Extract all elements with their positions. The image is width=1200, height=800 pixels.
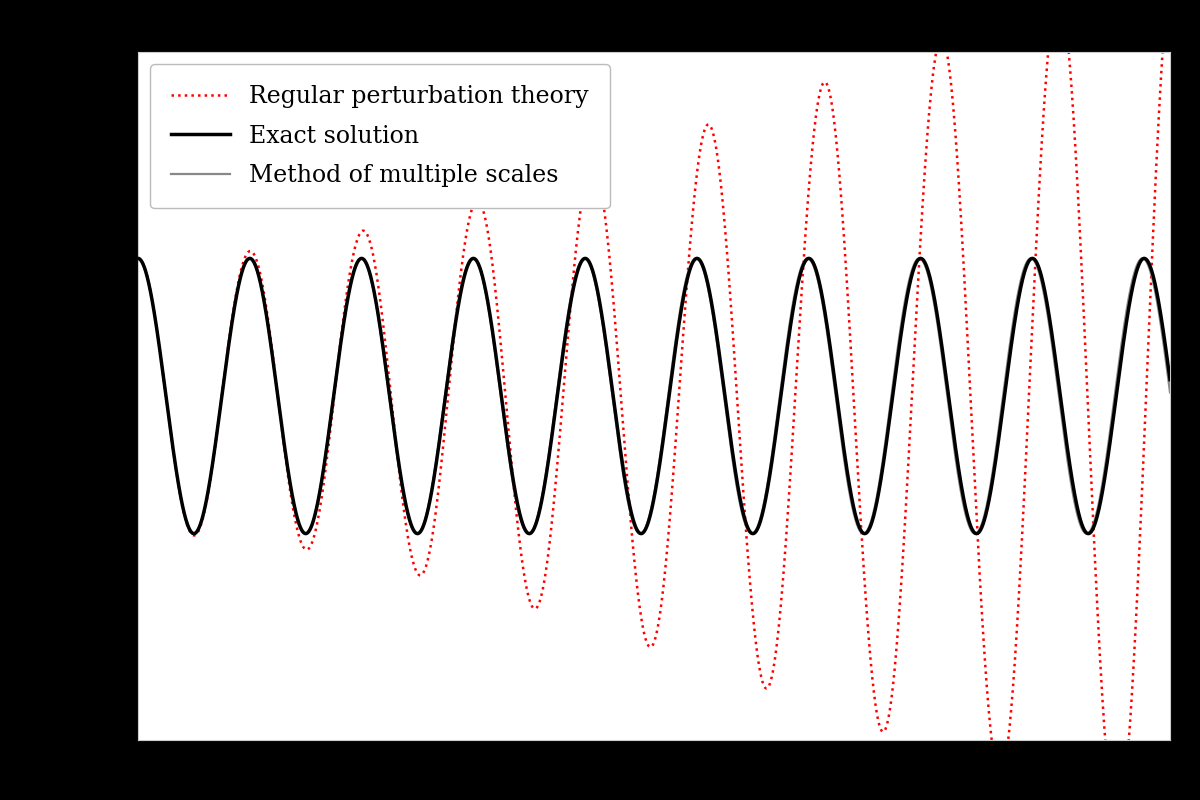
- Regular perturbation theory: [901, 464, 916, 474]
- Line: Method of multiple scales: Method of multiple scales: [138, 258, 1170, 534]
- Method of multiple scales: [318, 449, 332, 458]
- Method of multiple scales: [131, 254, 145, 263]
- Exact solution: [802, 254, 816, 263]
- Method of multiple scales: [526, 526, 540, 535]
- Line: Regular perturbation theory: Regular perturbation theory: [138, 0, 1170, 800]
- Regular perturbation theory: [318, 466, 332, 475]
- Exact solution: [901, 286, 916, 296]
- Regular perturbation theory: [750, 646, 764, 656]
- Regular perturbation theory: [131, 254, 145, 263]
- Exact solution: [131, 254, 145, 263]
- Method of multiple scales: [802, 254, 816, 264]
- Regular perturbation theory: [526, 602, 540, 612]
- Exact solution: [979, 506, 994, 516]
- Regular perturbation theory: [802, 180, 816, 190]
- Regular perturbation theory: [979, 678, 994, 687]
- Exact solution: [1163, 375, 1177, 385]
- Method of multiple scales: [750, 523, 764, 533]
- Exact solution: [634, 529, 648, 538]
- Legend: Regular perturbation theory, Exact solution, Method of multiple scales: Regular perturbation theory, Exact solut…: [150, 64, 610, 208]
- Method of multiple scales: [979, 501, 994, 510]
- Method of multiple scales: [299, 529, 313, 538]
- Exact solution: [318, 451, 332, 461]
- Exact solution: [526, 526, 540, 536]
- Method of multiple scales: [1163, 388, 1177, 398]
- Line: Exact solution: Exact solution: [138, 258, 1170, 534]
- Exact solution: [750, 525, 764, 534]
- Method of multiple scales: [901, 279, 916, 289]
